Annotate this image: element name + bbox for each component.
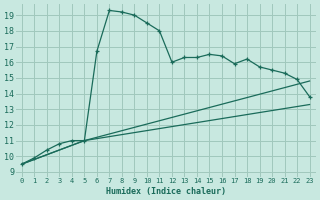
X-axis label: Humidex (Indice chaleur): Humidex (Indice chaleur) [106, 187, 226, 196]
